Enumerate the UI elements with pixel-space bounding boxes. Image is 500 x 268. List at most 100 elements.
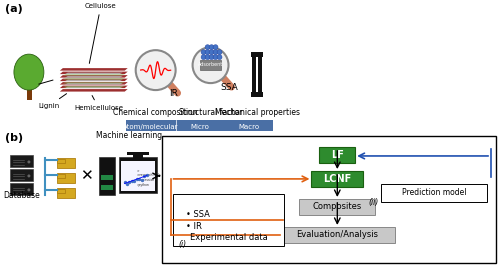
FancyBboxPatch shape <box>57 159 65 163</box>
Circle shape <box>136 50 175 90</box>
FancyBboxPatch shape <box>10 169 34 181</box>
FancyBboxPatch shape <box>312 171 364 187</box>
Text: Cellulose: Cellulose <box>85 3 116 64</box>
Point <box>138 178 146 182</box>
Text: • IR: • IR <box>186 222 202 231</box>
Polygon shape <box>60 72 128 74</box>
Text: >: > <box>136 168 139 172</box>
FancyBboxPatch shape <box>126 120 274 131</box>
FancyBboxPatch shape <box>57 174 65 178</box>
Polygon shape <box>65 73 122 74</box>
Text: (ii): (ii) <box>368 198 378 207</box>
Polygon shape <box>60 85 128 88</box>
Polygon shape <box>60 79 128 81</box>
FancyBboxPatch shape <box>57 189 65 193</box>
Polygon shape <box>60 75 128 78</box>
Polygon shape <box>65 87 122 88</box>
Text: (i): (i) <box>178 240 186 249</box>
FancyBboxPatch shape <box>381 184 487 202</box>
Circle shape <box>205 45 210 50</box>
Circle shape <box>213 50 218 55</box>
Text: Prediction model: Prediction model <box>402 188 466 198</box>
Text: ✕: ✕ <box>80 168 93 183</box>
Text: Macro: Macro <box>238 124 259 129</box>
Text: Database: Database <box>4 191 40 200</box>
Text: Adsorbent: Adsorbent <box>198 62 223 67</box>
Point <box>136 176 143 181</box>
FancyBboxPatch shape <box>132 153 142 158</box>
Circle shape <box>217 50 222 55</box>
Text: Experimental data: Experimental data <box>190 233 268 242</box>
FancyBboxPatch shape <box>120 161 154 191</box>
Text: SSA: SSA <box>220 83 238 92</box>
Text: Lignin: Lignin <box>38 94 66 109</box>
Text: Atom/molecular: Atom/molecular <box>123 124 178 129</box>
FancyBboxPatch shape <box>10 183 34 195</box>
FancyBboxPatch shape <box>172 194 284 246</box>
Text: (b): (b) <box>5 133 23 143</box>
Text: (a): (a) <box>5 4 22 14</box>
Circle shape <box>213 55 218 60</box>
Circle shape <box>192 47 228 83</box>
FancyBboxPatch shape <box>57 188 75 198</box>
Point <box>130 179 138 183</box>
FancyBboxPatch shape <box>258 52 264 57</box>
FancyBboxPatch shape <box>258 55 262 95</box>
FancyBboxPatch shape <box>126 152 148 155</box>
Circle shape <box>205 55 210 60</box>
FancyBboxPatch shape <box>101 185 112 190</box>
Point <box>133 177 141 182</box>
Text: LF: LF <box>331 150 344 160</box>
Ellipse shape <box>14 54 44 90</box>
FancyBboxPatch shape <box>252 92 258 97</box>
Circle shape <box>209 45 214 50</box>
Point <box>120 180 128 184</box>
Polygon shape <box>65 83 122 85</box>
Text: Mechanical properties: Mechanical properties <box>215 108 300 117</box>
Text: Hemicellulose: Hemicellulose <box>74 95 124 111</box>
FancyBboxPatch shape <box>162 136 496 263</box>
Text: >regression: >regression <box>136 178 155 182</box>
Point <box>140 173 148 178</box>
FancyBboxPatch shape <box>27 82 32 100</box>
FancyBboxPatch shape <box>99 157 114 195</box>
Point <box>128 178 136 183</box>
FancyBboxPatch shape <box>280 227 395 243</box>
Circle shape <box>201 50 206 55</box>
Point <box>126 180 134 184</box>
FancyBboxPatch shape <box>258 92 264 97</box>
Circle shape <box>213 45 218 50</box>
Text: LCNF: LCNF <box>323 174 352 184</box>
Text: Structural factor: Structural factor <box>179 108 242 117</box>
FancyBboxPatch shape <box>57 158 75 168</box>
Polygon shape <box>65 80 122 81</box>
Polygon shape <box>65 76 122 78</box>
Text: Micro: Micro <box>190 124 209 129</box>
Polygon shape <box>60 82 128 85</box>
FancyBboxPatch shape <box>320 147 356 163</box>
Polygon shape <box>60 89 128 92</box>
Text: Chemical composition: Chemical composition <box>114 108 198 117</box>
Polygon shape <box>63 86 124 87</box>
Circle shape <box>209 50 214 55</box>
Point <box>143 173 151 177</box>
FancyBboxPatch shape <box>300 199 375 215</box>
FancyBboxPatch shape <box>57 173 75 183</box>
FancyBboxPatch shape <box>10 155 34 168</box>
FancyBboxPatch shape <box>101 175 112 180</box>
Text: IR: IR <box>169 89 178 98</box>
FancyBboxPatch shape <box>200 60 221 70</box>
Circle shape <box>28 174 30 177</box>
Circle shape <box>217 55 222 60</box>
Text: >python: >python <box>136 183 149 187</box>
Circle shape <box>201 55 206 60</box>
Circle shape <box>28 161 30 163</box>
Circle shape <box>28 188 30 191</box>
FancyBboxPatch shape <box>252 55 256 95</box>
Text: Machine learning: Machine learning <box>96 131 162 140</box>
FancyBboxPatch shape <box>118 157 156 193</box>
Text: >research tools: >research tools <box>136 173 160 177</box>
Text: • SSA: • SSA <box>186 210 210 219</box>
Text: Evaluation/Analysis: Evaluation/Analysis <box>296 230 378 239</box>
FancyBboxPatch shape <box>252 52 258 57</box>
